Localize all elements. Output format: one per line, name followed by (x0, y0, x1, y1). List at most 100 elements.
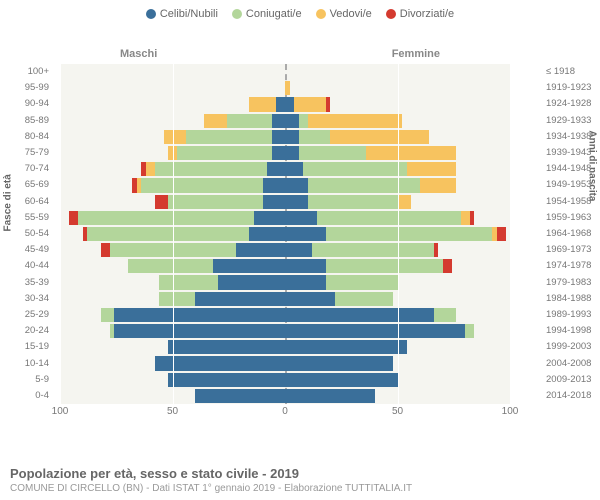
legend-dot (146, 9, 156, 19)
age-label: 5-9 (0, 374, 55, 385)
legend-label: Coniugati/e (246, 8, 302, 20)
segment (497, 227, 506, 241)
segment (407, 162, 457, 176)
segment (195, 389, 285, 403)
segment (168, 340, 285, 354)
segment (101, 308, 115, 322)
age-row (60, 177, 510, 193)
female-bar (285, 259, 452, 273)
age-label: 30-34 (0, 293, 55, 304)
age-row (60, 194, 510, 210)
segment (159, 275, 218, 289)
female-bar (285, 243, 438, 257)
age-label: 10-14 (0, 358, 55, 369)
segment (254, 211, 286, 225)
segment (326, 227, 493, 241)
year-label: 1934-1938 (540, 131, 600, 142)
year-label: 1984-1988 (540, 293, 600, 304)
male-bar (69, 211, 285, 225)
legend-item: Coniugati/e (232, 8, 302, 20)
segment (285, 373, 398, 387)
age-row (60, 96, 510, 112)
female-bar (285, 114, 402, 128)
segment (299, 114, 308, 128)
segment (272, 114, 286, 128)
segment (285, 162, 303, 176)
age-label: 45-49 (0, 244, 55, 255)
age-row (60, 113, 510, 129)
segment (272, 146, 286, 160)
age-row (60, 161, 510, 177)
male-label: Maschi (120, 48, 157, 60)
female-bar (285, 130, 429, 144)
segment (443, 259, 452, 273)
segment (114, 324, 285, 338)
chart-title: Popolazione per età, sesso e stato civil… (10, 466, 412, 481)
segment (308, 114, 403, 128)
female-bar (285, 211, 474, 225)
year-label: 1954-1958 (540, 196, 600, 207)
x-axis: 10050050100 (60, 406, 510, 420)
age-label: 50-54 (0, 228, 55, 239)
age-row (60, 372, 510, 388)
segment (299, 130, 331, 144)
segment (168, 195, 263, 209)
segment (249, 227, 285, 241)
male-bar (159, 292, 285, 306)
female-bar (285, 308, 456, 322)
male-bar (249, 97, 285, 111)
male-bar (195, 389, 285, 403)
segment (114, 308, 285, 322)
year-label: 1944-1948 (540, 163, 600, 174)
segment (366, 146, 456, 160)
age-label: 20-24 (0, 325, 55, 336)
age-label: 75-79 (0, 147, 55, 158)
segment (285, 81, 290, 95)
male-bar (132, 178, 285, 192)
segment (312, 243, 434, 257)
segment (285, 292, 335, 306)
year-label: 1994-1998 (540, 325, 600, 336)
segment (146, 162, 155, 176)
age-label: 60-64 (0, 196, 55, 207)
age-row (60, 129, 510, 145)
segment (285, 324, 465, 338)
year-label: 1964-1968 (540, 228, 600, 239)
segment (285, 195, 308, 209)
female-bar (285, 389, 375, 403)
plot-area (60, 64, 510, 404)
segment (78, 211, 254, 225)
segment (249, 97, 276, 111)
segment (285, 275, 326, 289)
legend-label: Celibi/Nubili (160, 8, 218, 20)
year-label: 1969-1973 (540, 244, 600, 255)
age-row (60, 307, 510, 323)
legend-item: Divorziati/e (386, 8, 454, 20)
age-row (60, 226, 510, 242)
year-label: 1989-1993 (540, 309, 600, 320)
year-label: 1974-1978 (540, 260, 600, 271)
chart-subtitle: COMUNE DI CIRCELLO (BN) - Dati ISTAT 1° … (10, 483, 412, 494)
segment (159, 292, 195, 306)
segment (461, 211, 470, 225)
segment (285, 114, 299, 128)
segment (326, 275, 398, 289)
segment (285, 130, 299, 144)
segment (308, 195, 398, 209)
segment (335, 292, 394, 306)
female-bar (285, 227, 506, 241)
female-bar (285, 373, 398, 387)
segment (434, 308, 457, 322)
age-label: 90-94 (0, 98, 55, 109)
chart: Maschi Femmine Fasce di età Anni di nasc… (0, 26, 600, 446)
segment (285, 97, 294, 111)
gridline (398, 64, 399, 404)
age-row (60, 274, 510, 290)
age-row (60, 242, 510, 258)
age-label: 0-4 (0, 390, 55, 401)
year-label: 1979-1983 (540, 277, 600, 288)
segment (155, 195, 169, 209)
age-label: 55-59 (0, 212, 55, 223)
segment (317, 211, 461, 225)
female-bar (285, 162, 456, 176)
